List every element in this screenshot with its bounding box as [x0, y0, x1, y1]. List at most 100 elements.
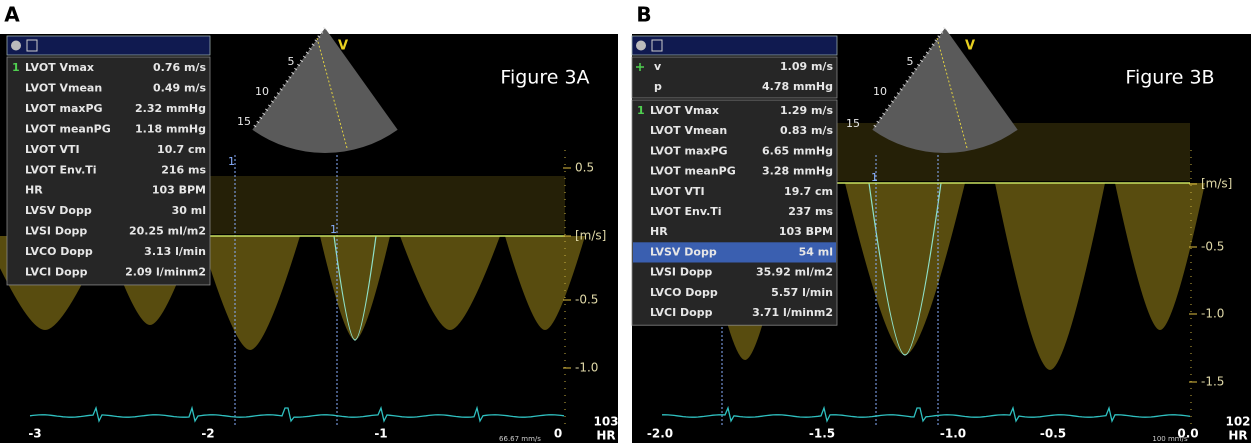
measurement-name: LVOT meanPG [650, 165, 736, 178]
readout-name: p [654, 80, 662, 93]
sweep-speed: 100 mm/s [1152, 435, 1188, 443]
sector-scale [251, 27, 327, 131]
measurement-name: LVOT Vmax [25, 61, 94, 74]
measurement-value: 6.65 mmHg [762, 144, 833, 157]
measurement-name: HR [650, 225, 668, 238]
measurement-table [6, 56, 211, 286]
readout-value: 1.09 m/s [780, 60, 833, 73]
measurement-value: 103 BPM [152, 184, 206, 197]
time-label: -2.0 [647, 427, 673, 441]
scale-label: 0.5 [575, 161, 594, 175]
scale-label: -0.5 [575, 293, 598, 307]
measurement-value: 19.7 cm [784, 185, 833, 198]
doppler-envelope [200, 236, 300, 350]
measurement-value: 216 ms [161, 163, 206, 176]
cursor-marker: 1 [228, 155, 235, 168]
heart-rate-unit: HR [1228, 429, 1247, 443]
readout-name: v [654, 60, 662, 73]
measurement-name: LVSI Dopp [650, 266, 712, 279]
measurement-value: 54 ml [799, 245, 833, 258]
trace-outline [868, 182, 942, 356]
sample-line [316, 37, 348, 149]
readout-value: 4.78 mmHg [762, 80, 833, 93]
measurement-name: LVOT Vmax [650, 104, 719, 117]
echo-sector [252, 28, 398, 154]
measurement-value: 237 ms [788, 205, 833, 218]
depth-label: 5 [288, 55, 295, 68]
figure-title: Figure 3A [500, 67, 589, 89]
figure-title: Figure 3B [1125, 67, 1214, 89]
measurement-name: LVOT VTI [25, 143, 80, 156]
measurement-value: 3.28 mmHg [762, 165, 833, 178]
measurement-value: 1.18 mmHg [135, 122, 206, 135]
table-header [631, 35, 838, 56]
measurement-value: 5.57 l/min [771, 286, 833, 299]
time-label: 0.0 [1177, 427, 1198, 441]
measurement-value: 2.32 mmHg [135, 102, 206, 115]
measurement-value: 3.13 l/min [144, 245, 206, 258]
heart-rate: 102 [1225, 415, 1250, 429]
measurement-value: 2.09 l/minm2 [125, 266, 206, 279]
time-label: -1.5 [809, 427, 835, 441]
row-highlight [633, 242, 836, 263]
scale-label: -1.5 [1201, 375, 1224, 389]
panel: B 5 10 15 V Figure 3B 1 [m/s] -0.5 -1.0 -1.5 -2.0 -1… [631, 3, 1251, 443]
measurement-name: LVOT VTI [650, 185, 705, 198]
depth-label: 5 [907, 55, 914, 68]
heart-rate: 103 [593, 415, 618, 429]
measurement-name: HR [25, 184, 43, 197]
measurement-value: 10.7 cm [157, 143, 206, 156]
row-marker: 1 [637, 104, 645, 117]
time-label: -1 [374, 427, 387, 441]
scale-label: -1.0 [1201, 307, 1224, 321]
header-icon [26, 39, 38, 52]
measurement-value: 1.29 m/s [780, 104, 833, 117]
measurement-value: 103 BPM [779, 225, 833, 238]
depth-label: 10 [255, 85, 269, 98]
sweep-speed: 66.67 mm/s [499, 435, 541, 443]
panel-label: B [636, 3, 651, 27]
measurement-name: LVCO Dopp [25, 245, 93, 258]
ecg-trace [29, 405, 565, 423]
cursor-box [631, 56, 838, 99]
time-label: -3 [28, 427, 41, 441]
cursor-marker: 1 [330, 223, 337, 236]
measurement-name: LVOT Vmean [650, 124, 727, 137]
doppler-envelope [400, 236, 500, 330]
echo-sector [872, 28, 1018, 153]
scale-label: [m/s] [1201, 177, 1232, 191]
measurement-value: 0.76 m/s [153, 61, 206, 74]
measurement-name: LVOT maxPG [25, 102, 103, 115]
header-icon [636, 40, 646, 51]
measurement-name: LVOT Env.Ti [650, 205, 722, 218]
doppler-envelope [1115, 183, 1205, 330]
sector-label: V [965, 39, 975, 54]
measurement-value: 20.25 ml/m2 [129, 225, 206, 238]
trace-outline [333, 235, 377, 341]
measurement-name: LVSV Dopp [650, 245, 717, 258]
scale-label: [m/s] [575, 229, 606, 243]
spectral-noise [210, 176, 565, 234]
measurement-value: 3.71 l/minm2 [752, 306, 833, 319]
sample-line [936, 37, 968, 149]
depth-label: 15 [237, 115, 251, 128]
scale-label: -0.5 [1201, 240, 1224, 254]
depth-label: 15 [846, 117, 860, 130]
measurement-name: LVSV Dopp [25, 204, 92, 217]
scale-label: -1.0 [575, 361, 598, 375]
measurement-value: 35.92 ml/m2 [756, 266, 833, 279]
time-label: -2 [201, 427, 214, 441]
measurement-table [631, 99, 838, 326]
measurement-name: LVSI Dopp [25, 225, 87, 238]
header-icon [11, 40, 21, 51]
measurement-name: LVCI Dopp [25, 266, 88, 279]
heart-rate-unit: HR [596, 429, 615, 443]
ecg-trace [662, 405, 1191, 423]
measurement-value: 0.83 m/s [780, 124, 833, 137]
measurement-value: 30 ml [172, 204, 206, 217]
time-label: -1.0 [940, 427, 966, 441]
sector-scale [871, 27, 947, 131]
cursor-marker: 1 [871, 171, 878, 184]
